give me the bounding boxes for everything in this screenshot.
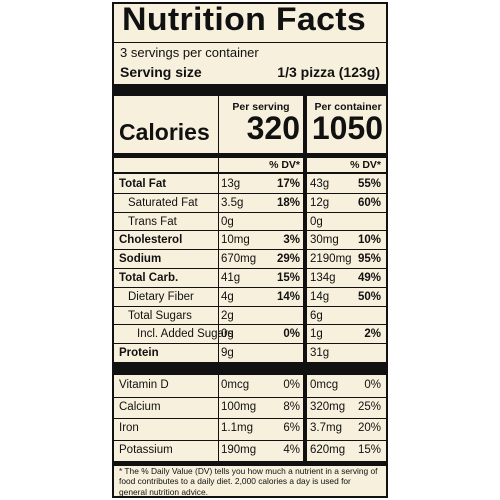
serving-dv: 3% (283, 234, 300, 247)
serving-dv: 18% (276, 196, 300, 209)
container-amount: 0g (310, 215, 323, 228)
container-amount: 320mg (310, 400, 346, 413)
serving-amount: 1.1mg (221, 422, 253, 434)
nutrient-name: Protein (119, 347, 159, 360)
container-amount: 3.7mg (310, 422, 342, 434)
container-amount: 14g (310, 290, 330, 303)
divider (114, 42, 386, 43)
calories-divider (114, 153, 386, 158)
nutrient-name: Trans Fat (128, 215, 177, 228)
row-divider (114, 418, 386, 419)
container-amount: 12g (310, 196, 330, 209)
serving-dv: 15% (276, 272, 300, 284)
serving-amount: 3.5g (221, 196, 244, 209)
per-serving-header: Per serving (232, 101, 290, 113)
nutrient-name: Incl. Added Sugars (137, 328, 234, 341)
thick-divider (114, 84, 386, 96)
container-amount: 6g (310, 309, 323, 322)
nutrient-name: Cholesterol (119, 234, 183, 247)
row-divider (114, 286, 386, 288)
serving-dv: 8% (283, 400, 300, 413)
row-divider (114, 343, 386, 345)
serving-amount: 10mg (221, 234, 250, 247)
nutrient-name: Dietary Fiber (128, 290, 194, 303)
container-amount: 0mcg (310, 379, 339, 391)
row-divider (114, 324, 386, 326)
per-container-header: Per container (314, 101, 382, 113)
container-dv: 25% (357, 400, 381, 413)
dv-header-container: % DV* (350, 159, 381, 171)
nutrient-name: Total Carb. (119, 272, 179, 284)
nutrient-name: Potassium (119, 443, 173, 456)
container-dv: 60% (357, 196, 381, 209)
calories-per-container: 1050 (311, 110, 383, 146)
serving-amount: 0g (221, 215, 234, 228)
container-dv: 10% (357, 234, 381, 247)
column-divider (303, 96, 307, 362)
serving-dv: 0% (283, 379, 300, 391)
container-dv: 2% (364, 328, 381, 341)
container-dv: 20% (357, 422, 381, 434)
container-amount: 43g (310, 178, 330, 190)
nutrition-facts-label: Nutrition Facts 3 servings per container… (112, 1, 388, 498)
container-dv: 50% (357, 290, 381, 303)
serving-amount: 2g (221, 309, 234, 322)
nutrient-name: Total Fat (119, 178, 167, 190)
row-divider (114, 396, 386, 398)
column-line (218, 96, 219, 362)
row-divider (114, 305, 386, 307)
nutrient-name: Calcium (119, 400, 161, 413)
row-divider (114, 192, 386, 194)
serving-amount: 13g (221, 178, 241, 190)
nutrient-name: Saturated Fat (128, 196, 198, 209)
container-dv: 95% (357, 253, 381, 266)
serving-amount: 41g (221, 272, 241, 284)
dv-header-serving: % DV* (269, 159, 300, 171)
container-dv: 49% (357, 272, 381, 284)
container-dv: 0% (364, 379, 381, 391)
label-title: Nutrition Facts (122, 1, 367, 37)
container-dv: 15% (357, 443, 381, 456)
container-amount: 2190mg (310, 253, 352, 266)
serving-size-label: Serving size (120, 64, 202, 80)
serving-dv: 17% (276, 178, 300, 190)
divider (114, 172, 386, 174)
serving-dv: 0% (283, 328, 300, 341)
nutrient-name: Iron (119, 422, 139, 434)
serving-amount: 9g (221, 347, 234, 360)
serving-amount: 670mg (221, 253, 257, 266)
footnote: * The % Daily Value (DV) tells you how m… (119, 466, 378, 497)
row-divider (114, 230, 386, 232)
serving-dv: 29% (276, 253, 300, 266)
nutrient-name: Vitamin D (119, 379, 169, 391)
nutrient-name: Sodium (119, 253, 162, 266)
serving-dv: 14% (276, 290, 300, 303)
serving-amount: 4g (221, 290, 234, 303)
row-divider (114, 439, 386, 441)
serving-amount: 0g (221, 328, 234, 341)
container-amount: 134g (310, 272, 336, 284)
container-amount: 31g (310, 347, 330, 360)
container-amount: 1g (310, 328, 323, 341)
serving-dv: 4% (283, 443, 300, 456)
row-divider (114, 268, 386, 269)
nutrient-name: Total Sugars (128, 309, 192, 322)
container-amount: 30mg (310, 234, 339, 247)
thick-divider (114, 362, 386, 375)
serving-amount: 100mg (221, 400, 257, 413)
calories-per-serving: 320 (246, 110, 300, 146)
row-divider (114, 249, 386, 251)
container-amount: 620mg (310, 443, 346, 456)
serving-size-value: 1/3 pizza (123g) (277, 64, 380, 80)
calories-label: Calories (119, 119, 210, 145)
servings-per-container: 3 servings per container (120, 45, 259, 60)
container-dv: 55% (357, 178, 381, 190)
row-divider (114, 211, 386, 213)
serving-amount: 190mg (221, 443, 257, 456)
footnote-divider (114, 461, 386, 466)
serving-amount: 0mcg (221, 379, 250, 391)
serving-dv: 6% (283, 422, 300, 434)
